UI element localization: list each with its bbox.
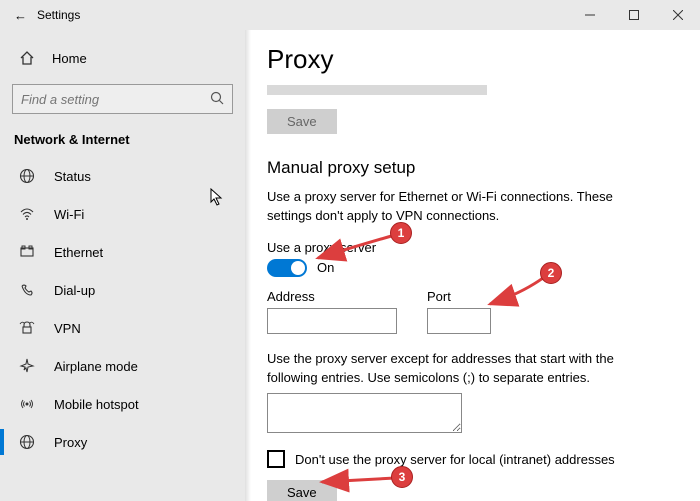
search-input[interactable] (21, 92, 210, 107)
cursor-icon (210, 188, 226, 208)
section-title: Manual proxy setup (267, 158, 680, 178)
ethernet-icon (18, 244, 36, 260)
close-button[interactable] (656, 0, 700, 30)
annotation-badge-1: 1 (390, 222, 412, 244)
proxy-icon (18, 434, 36, 450)
main-panel: Proxy Save Manual proxy setup Use a prox… (245, 30, 700, 501)
section-description: Use a proxy server for Ethernet or Wi-Fi… (267, 188, 657, 226)
search-icon (210, 91, 224, 108)
sidebar-category: Network & Internet (0, 124, 245, 157)
home-icon (18, 50, 36, 66)
sidebar-item-dialup[interactable]: Dial-up (0, 271, 245, 309)
sidebar-item-ethernet[interactable]: Ethernet (0, 233, 245, 271)
exception-input[interactable] (267, 393, 462, 433)
save-button[interactable]: Save (267, 480, 337, 501)
dialup-icon (18, 282, 36, 298)
sidebar-item-vpn[interactable]: VPN (0, 309, 245, 347)
annotation-badge-3: 3 (391, 466, 413, 488)
window-title: Settings (37, 8, 80, 22)
sidebar-item-label: Status (54, 169, 91, 184)
exception-description: Use the proxy server except for addresse… (267, 350, 657, 388)
placeholder-bar (267, 85, 487, 95)
use-proxy-toggle[interactable] (267, 259, 307, 277)
address-label: Address (267, 289, 397, 304)
sidebar-home[interactable]: Home (0, 38, 245, 78)
airplane-icon (18, 358, 36, 374)
address-input[interactable] (267, 308, 397, 334)
sidebar-item-wifi[interactable]: Wi-Fi (0, 195, 245, 233)
sidebar-item-status[interactable]: Status (0, 157, 245, 195)
annotation-badge-2: 2 (540, 262, 562, 284)
back-icon[interactable]: ← (14, 8, 27, 23)
bypass-local-label: Don't use the proxy server for local (in… (295, 452, 615, 467)
sidebar-item-hotspot[interactable]: Mobile hotspot (0, 385, 245, 423)
save-button-disabled: Save (267, 109, 337, 134)
hotspot-icon (18, 396, 36, 412)
port-label: Port (427, 289, 491, 304)
sidebar-item-label: Airplane mode (54, 359, 138, 374)
sidebar-item-airplane[interactable]: Airplane mode (0, 347, 245, 385)
sidebar-home-label: Home (52, 51, 87, 66)
vpn-icon (18, 320, 36, 336)
sidebar-item-label: Ethernet (54, 245, 103, 260)
title-bar: ← Settings (0, 0, 700, 30)
sidebar-item-label: Mobile hotspot (54, 397, 139, 412)
sidebar-item-label: Proxy (54, 435, 87, 450)
sidebar-item-label: Dial-up (54, 283, 95, 298)
use-proxy-label: Use a proxy server (267, 240, 680, 255)
search-box[interactable] (12, 84, 233, 114)
toggle-state-label: On (317, 260, 334, 275)
sidebar: Home Network & Internet Status (0, 30, 245, 501)
sidebar-item-proxy[interactable]: Proxy (0, 423, 245, 461)
minimize-button[interactable] (568, 0, 612, 30)
maximize-button[interactable] (612, 0, 656, 30)
page-title: Proxy (267, 44, 680, 75)
sidebar-item-label: Wi-Fi (54, 207, 84, 222)
globe-icon (18, 168, 36, 184)
sidebar-item-label: VPN (54, 321, 81, 336)
bypass-local-checkbox[interactable] (267, 450, 285, 468)
wifi-icon (18, 206, 36, 222)
port-input[interactable] (427, 308, 491, 334)
